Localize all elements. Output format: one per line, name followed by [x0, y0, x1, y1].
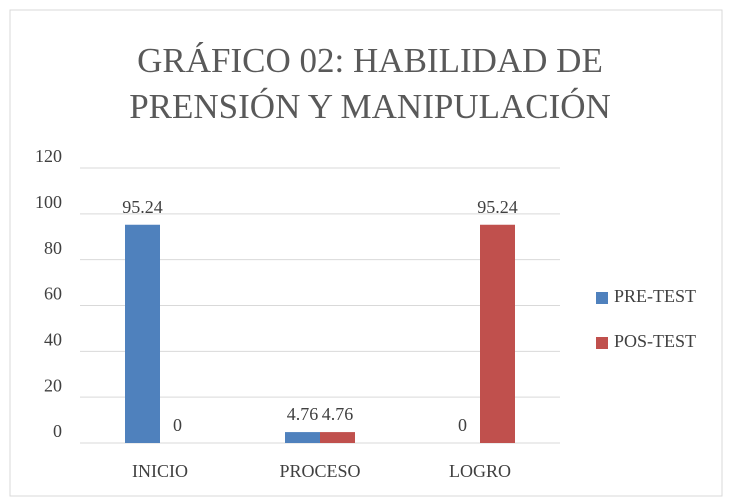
legend-label: POS-TEST [614, 331, 696, 351]
y-tick-label: 0 [53, 421, 62, 441]
legend-swatch [596, 292, 608, 304]
value-label: 4.76 [322, 404, 354, 424]
value-label: 95.24 [122, 197, 163, 217]
y-tick-label: 20 [44, 375, 62, 395]
value-label: 0 [173, 415, 182, 435]
x-tick-label: PROCESO [279, 461, 360, 481]
x-tick-label: LOGRO [449, 461, 511, 481]
chart-title: GRÁFICO 02: HABILIDAD DE PRENSIÓN Y MANI… [129, 41, 611, 126]
bar [320, 432, 355, 443]
bar [125, 224, 160, 443]
x-tick-label: INICIO [132, 461, 188, 481]
y-tick-label: 120 [35, 146, 62, 166]
bar [480, 224, 515, 443]
y-tick-label: 80 [44, 238, 62, 258]
value-label: 95.24 [477, 197, 518, 217]
legend-label: PRE-TEST [614, 286, 696, 306]
y-tick-label: 100 [35, 192, 62, 212]
value-label: 0 [458, 415, 467, 435]
bar [285, 432, 320, 443]
value-label: 4.76 [287, 404, 319, 424]
y-tick-label: 40 [44, 329, 62, 349]
y-tick-label: 60 [44, 284, 62, 304]
legend-swatch [596, 337, 608, 349]
